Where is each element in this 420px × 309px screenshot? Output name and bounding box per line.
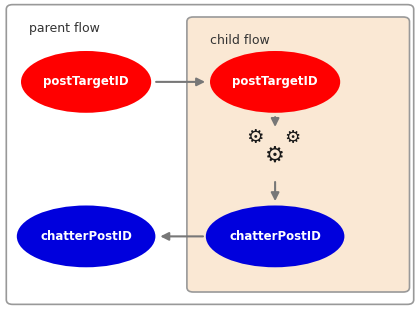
Text: postTargetID: postTargetID [232,75,318,88]
Text: ⚙: ⚙ [265,146,285,166]
Ellipse shape [206,205,344,267]
Text: chatterPostID: chatterPostID [229,230,321,243]
Ellipse shape [17,205,155,267]
Text: ⚙: ⚙ [246,128,264,147]
Text: child flow: child flow [210,34,270,47]
Ellipse shape [210,51,340,113]
Text: chatterPostID: chatterPostID [40,230,132,243]
Text: postTargetID: postTargetID [43,75,129,88]
Text: parent flow: parent flow [29,22,100,35]
FancyBboxPatch shape [187,17,410,292]
FancyBboxPatch shape [6,5,414,304]
Ellipse shape [21,51,151,113]
Text: ⚙: ⚙ [285,129,301,146]
